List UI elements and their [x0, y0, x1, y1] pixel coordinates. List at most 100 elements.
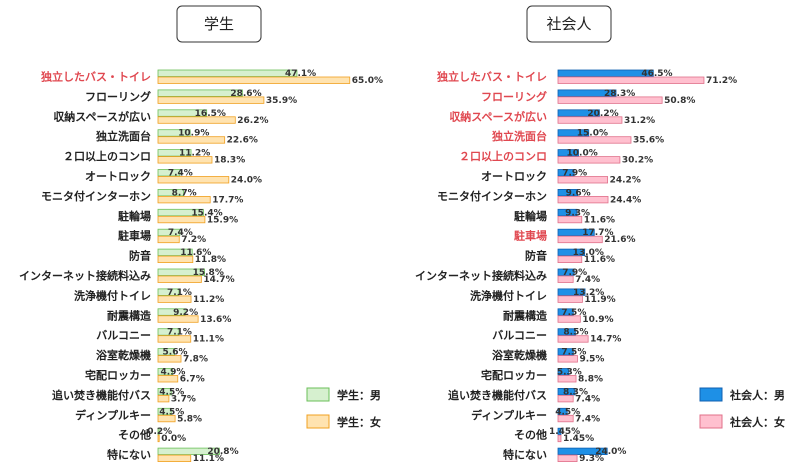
legend-swatch	[699, 414, 723, 429]
bar	[157, 255, 194, 264]
data-label: 11.9%	[584, 295, 615, 305]
bar	[557, 394, 574, 403]
data-label: 35.9%	[266, 96, 297, 106]
legend-swatch	[306, 387, 330, 402]
bar	[157, 76, 351, 84]
data-label: 11.6%	[180, 248, 211, 258]
bar	[157, 427, 160, 436]
bar	[157, 387, 172, 396]
category-label: 特にない	[107, 448, 151, 462]
bar	[157, 228, 181, 237]
category-label: 耐震構造	[107, 308, 152, 322]
bar	[157, 136, 226, 144]
category-label: 収納スペースが広い	[449, 109, 547, 123]
legend-swatch	[306, 414, 330, 429]
data-label: 4.5%	[159, 407, 184, 417]
data-label: 24.2%	[610, 176, 641, 186]
bar	[557, 248, 586, 257]
data-label: 24.0%	[595, 447, 626, 457]
bar	[557, 76, 705, 84]
bar	[157, 268, 206, 276]
data-label: 15.4%	[191, 208, 222, 218]
data-label: 9.3%	[565, 208, 590, 218]
data-label: 22.6%	[227, 136, 258, 146]
category-label: モニタ付インターホン	[41, 189, 151, 203]
bar	[557, 116, 623, 124]
category-label: フローリング	[481, 89, 547, 103]
data-label: 3.7%	[171, 394, 196, 404]
bar	[157, 195, 211, 204]
bar	[557, 96, 663, 104]
category-label: バルコニー	[96, 329, 151, 342]
category-label: 駐車場	[118, 229, 151, 243]
bar	[157, 149, 192, 157]
data-label: 9.6%	[566, 188, 591, 198]
data-label: 8.8%	[578, 375, 603, 385]
bar	[157, 129, 191, 137]
bar	[557, 136, 632, 144]
bar	[557, 215, 583, 224]
data-label: 26.2%	[237, 116, 268, 126]
data-label: 9.3%	[579, 454, 604, 464]
bar	[157, 355, 182, 363]
bar	[557, 335, 589, 343]
bar	[557, 255, 583, 264]
data-label: 10.9%	[582, 315, 613, 325]
category-label: 駐輪場	[514, 209, 547, 223]
data-label: 28.6%	[230, 89, 261, 99]
data-label: 17.7%	[582, 228, 613, 238]
data-label: 21.6%	[604, 235, 635, 245]
category-label: 追い焚き機能付バス	[448, 388, 547, 402]
category-label: 浴室乾燥機	[492, 348, 547, 362]
bar	[557, 368, 570, 376]
data-label: 7.4%	[168, 228, 193, 238]
data-label: 7.5%	[561, 348, 586, 358]
data-label: 11.6%	[584, 255, 615, 265]
bar	[557, 328, 576, 336]
category-label: 洗浄機付トイレ	[74, 288, 151, 302]
category-label: フローリング	[85, 89, 151, 103]
category-label: ２口以上のコンロ	[63, 149, 151, 163]
data-label: 35.6%	[633, 136, 664, 146]
panel-title: 学生	[204, 15, 234, 33]
legend-label: 学生：男	[337, 388, 381, 402]
bar	[557, 156, 621, 164]
data-label: 5.8%	[177, 414, 202, 424]
bar	[157, 434, 160, 443]
bar	[157, 447, 220, 456]
legend-label: 社会人：男	[729, 388, 785, 402]
data-label: 16.5%	[195, 109, 226, 119]
data-label: 24.0%	[231, 176, 262, 186]
panel-title-box	[176, 5, 262, 43]
bar	[557, 275, 574, 283]
bar	[557, 387, 576, 396]
data-label: 15.9%	[207, 215, 238, 225]
category-label: 特にない	[503, 448, 547, 462]
data-label: 1.45%	[563, 434, 594, 444]
bar	[157, 208, 204, 217]
category-label: 駐輪場	[118, 209, 151, 223]
category-label: 洗浄機付トイレ	[470, 288, 547, 302]
category-label: 独立したバス・トイレ	[40, 70, 151, 84]
data-label: 10.0%	[567, 149, 598, 159]
bar	[157, 156, 213, 164]
category-label: その他	[118, 428, 151, 442]
category-label: 独立したバス・トイレ	[436, 70, 547, 84]
bar	[557, 288, 586, 296]
data-label: 11.2%	[179, 149, 210, 159]
bar	[557, 149, 579, 157]
category-label: 浴室乾燥機	[96, 348, 151, 362]
category-label: モニタ付インターホン	[437, 189, 547, 203]
bar	[557, 414, 574, 423]
bar	[157, 308, 186, 316]
data-label: 13.0%	[573, 248, 604, 258]
data-label: 7.2%	[181, 235, 206, 245]
bar	[157, 89, 243, 97]
bar	[157, 188, 185, 197]
data-label: 14.7%	[203, 275, 234, 285]
data-label: 9.2%	[173, 308, 198, 318]
category-label: 防音	[525, 249, 547, 263]
bar	[157, 328, 180, 336]
